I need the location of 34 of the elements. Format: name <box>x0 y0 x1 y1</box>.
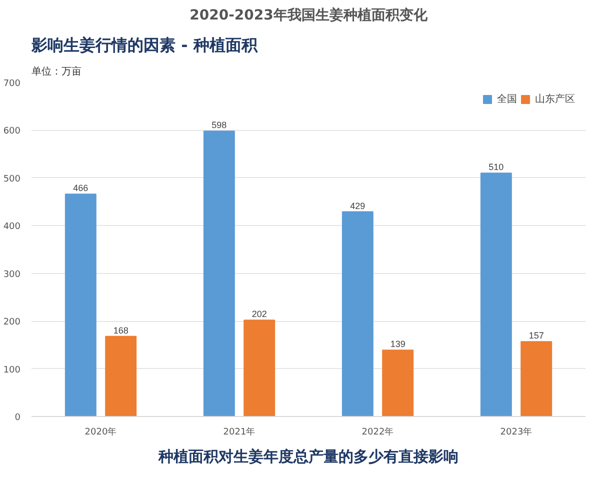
y-tick-label: 100 <box>3 365 21 376</box>
y-tick-label: 700 <box>3 79 21 89</box>
y-tick-label: 300 <box>3 270 21 280</box>
bar <box>382 350 414 416</box>
x-tick-label: 2021年 <box>223 426 256 438</box>
bar <box>64 194 96 416</box>
data-label: 466 <box>73 183 88 194</box>
x-tick-label: 2023年 <box>500 426 532 438</box>
text: 种植面积对生姜年度总产量的多少有直接影响 <box>158 448 458 466</box>
bar <box>105 336 137 416</box>
x-tick-label: 2022年 <box>362 426 394 438</box>
legend-label: 山东产区 <box>535 92 575 106</box>
bar <box>203 130 235 416</box>
data-label: 429 <box>350 200 366 211</box>
data-label: 139 <box>390 339 406 350</box>
y-tick-label: 400 <box>3 222 21 232</box>
data-label: 168 <box>113 325 128 336</box>
y-tick-label: 200 <box>3 318 21 328</box>
data-label: 598 <box>212 120 227 130</box>
data-label: 202 <box>252 309 267 320</box>
x-tick-label: 2020年 <box>84 426 117 438</box>
y-tick-label: 0 <box>14 413 21 423</box>
legend-label: 全国 <box>497 93 517 106</box>
data-label: 157 <box>528 330 544 341</box>
data-label: 510 <box>488 162 504 172</box>
y-tick-label: 500 <box>3 174 21 184</box>
bar <box>520 341 552 416</box>
bar <box>342 211 374 416</box>
y-tick-label: 600 <box>3 126 21 137</box>
bar <box>244 320 276 416</box>
text: 影响生姜行情的因素 - 种植面积 <box>30 36 258 54</box>
y-axis-title: 单位：万亩 <box>32 66 82 78</box>
chart-title: 2020-2023年我国生姜种植面积变化 <box>190 6 428 24</box>
bar <box>480 172 512 416</box>
